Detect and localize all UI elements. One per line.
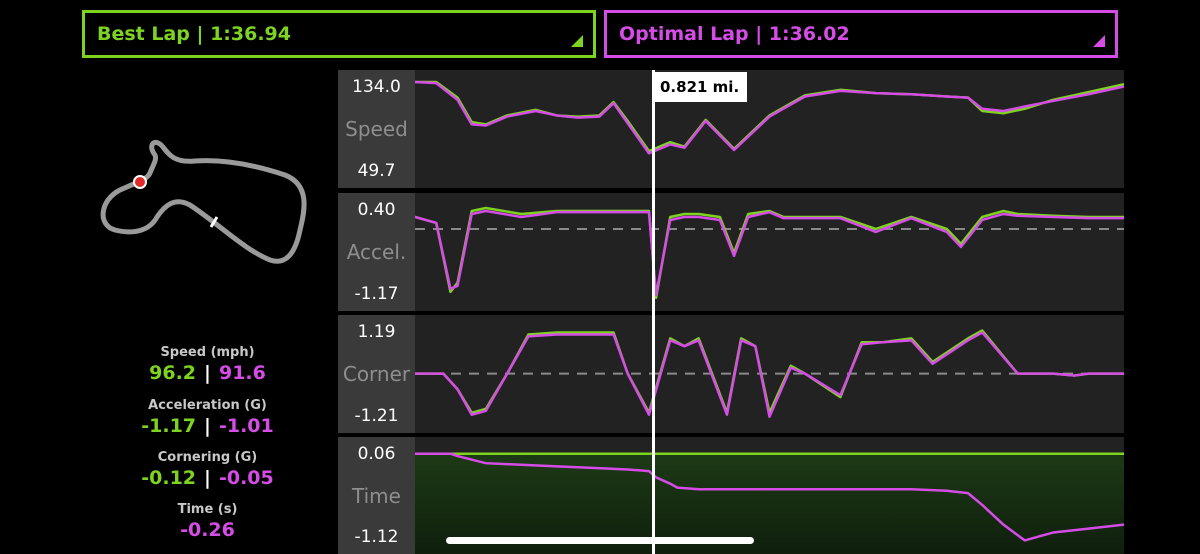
speed-axis-labels: 134.0 Speed 49.7 [338,70,415,188]
cornering-plot [415,329,1124,418]
separator: | [204,415,211,437]
corner-axis-labels: 1.19 Corner -1.21 [338,315,415,433]
acceleration-chart[interactable]: 0.40 Accel. -1.17 [338,193,1124,311]
separator: | [204,362,211,384]
accel-max-label: 0.40 [357,200,396,220]
time-chart-title: Time [352,483,401,508]
stat-optimal-value: 91.6 [218,362,266,384]
position-cursor[interactable] [652,70,655,554]
stat-cornering: Cornering (G) -0.12 | -0.05 [120,450,295,489]
best-lap-line [415,329,1124,415]
acceleration-plot [415,206,1124,300]
distance-readout: 0.821 mi. [652,72,748,102]
accel-axis-labels: 0.40 Accel. -1.17 [338,193,415,311]
speed-min-label: 49.7 [357,161,396,181]
stat-best-value: -0.12 [141,467,197,489]
best-lap-line [415,206,1124,300]
stat-title: Acceleration (G) [148,398,267,413]
track-map [100,140,307,264]
best-lap-selector[interactable]: Best Lap | 1:36.94 [82,10,596,58]
optimal-lap-selector[interactable]: Optimal Lap | 1:36.02 [604,10,1118,58]
track-outline [100,140,307,264]
start-finish-marker [209,216,219,228]
optimal-lap-line [415,80,1124,155]
optimal-lap-line [415,331,1124,418]
accel-min-label: -1.17 [354,284,399,304]
separator: | [204,467,211,489]
stat-optimal-value: -1.01 [218,415,274,437]
stat-speed: Speed (mph) 96.2 | 91.6 [120,345,295,384]
horizontal-scrollbar[interactable] [446,537,754,544]
time-axis-labels: 0.06 Time -1.12 [338,437,415,554]
dropdown-triangle-icon [571,35,583,47]
stat-acceleration: Acceleration (G) -1.17 | -1.01 [120,398,295,437]
corner-chart-title: Corner [342,362,411,386]
car-position-marker [133,175,147,189]
cornering-chart[interactable]: 1.19 Corner -1.21 [338,315,1124,433]
corner-max-label: 1.19 [357,322,396,342]
corner-min-label: -1.21 [354,406,399,426]
optimal-lap-line [415,452,1124,542]
best-lap-label: Best Lap | 1:36.94 [97,23,291,45]
speed-max-label: 134.0 [352,77,401,97]
stat-title: Speed (mph) [160,345,255,360]
optimal-lap-line [415,209,1124,297]
speed-chart-title: Speed [345,117,408,141]
stat-time: Time (s) -0.26 [120,502,295,541]
time-max-label: 0.06 [357,444,396,464]
accel-chart-title: Accel. [346,240,407,264]
optimal-lap-label: Optimal Lap | 1:36.02 [619,23,850,45]
stat-title: Cornering (G) [157,450,258,465]
time-min-label: -1.12 [354,527,399,547]
speed-chart[interactable]: 134.0 Speed 49.7 [338,70,1124,188]
stat-best-value: -1.17 [141,415,197,437]
stat-best-value: 96.2 [149,362,197,384]
stat-title: Time (s) [177,502,238,517]
stat-time-value: -0.26 [180,519,235,541]
speed-plot [415,80,1124,155]
dropdown-triangle-icon [1093,35,1105,47]
stat-optimal-value: -0.05 [218,467,274,489]
